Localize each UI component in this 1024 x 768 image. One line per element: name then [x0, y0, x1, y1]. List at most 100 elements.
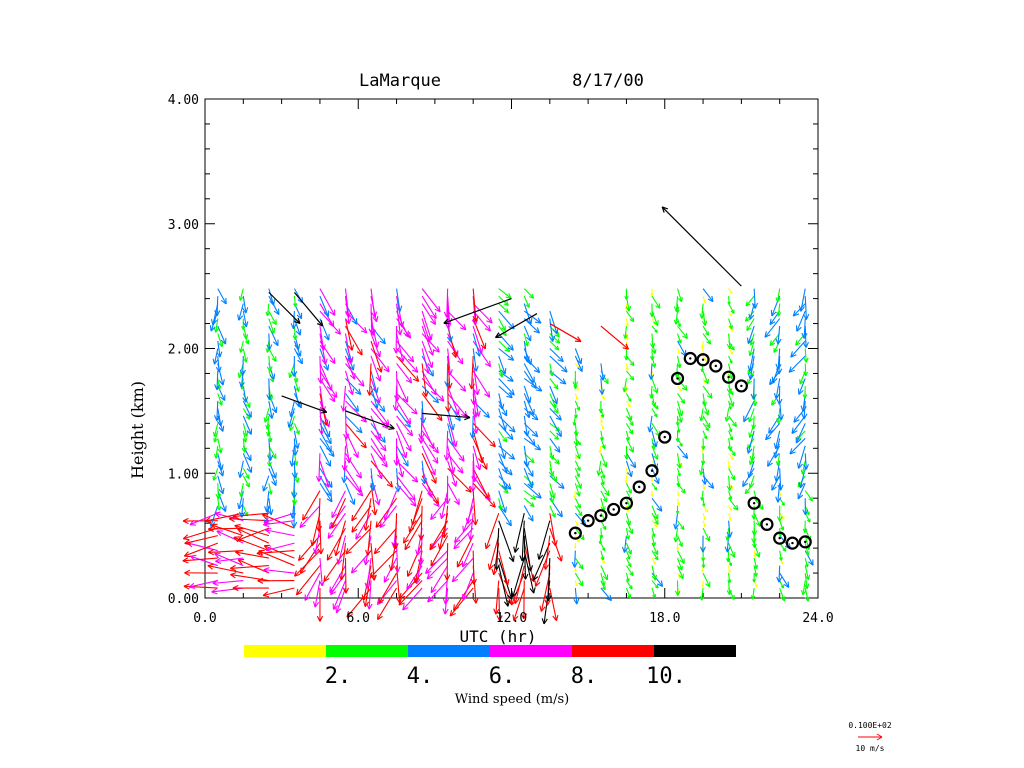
wind-vector-head: [414, 577, 420, 584]
wind-vector: [242, 310, 249, 328]
wind-vector-head: [678, 566, 683, 571]
wind-vector-shaft: [337, 535, 347, 565]
wind-vector: [776, 355, 783, 375]
wind-vector-head: [340, 405, 344, 412]
wind-vector: [573, 490, 577, 499]
wind-vector-shaft: [370, 355, 381, 382]
wind-vector-head: [751, 424, 754, 430]
wind-vector-shaft: [804, 453, 807, 470]
wind-vector-head: [679, 389, 682, 392]
wind-vector-shaft: [661, 206, 742, 287]
wind-vector-head: [682, 455, 688, 459]
wind-vector-head: [208, 551, 215, 556]
wind-vector: [677, 348, 681, 355]
wind-vector-head: [269, 461, 272, 467]
wind-vector-head: [373, 342, 378, 348]
wind-vector: [574, 408, 578, 419]
wind-vector-head: [376, 613, 379, 620]
wind-vector-head: [369, 571, 373, 578]
wind-vector-head: [333, 605, 339, 610]
wind-vector-head: [791, 427, 794, 434]
wind-vector-head: [661, 206, 669, 210]
wind-vector: [215, 483, 222, 500]
wind-vector-shaft: [426, 557, 449, 580]
wind-vector-head: [351, 517, 358, 522]
wind-vector: [649, 385, 654, 399]
wind-vector: [217, 325, 227, 345]
wind-vector-head: [358, 383, 365, 387]
wind-vector-head: [625, 535, 629, 540]
wind-vector: [797, 378, 806, 395]
wind-vector-head: [651, 402, 656, 408]
wind-vector-shaft: [549, 407, 562, 421]
wind-vector-shaft: [625, 430, 630, 441]
wind-vector-shaft: [574, 475, 582, 489]
wind-vector-shaft: [778, 355, 781, 375]
wind-vector-head: [213, 432, 218, 437]
wind-vector: [472, 468, 489, 499]
wind-vector-head: [531, 434, 538, 438]
wind-vector-head: [771, 311, 777, 317]
wind-vector-head: [294, 472, 298, 479]
wind-vector-head: [363, 524, 366, 531]
wind-vector-head: [599, 534, 603, 539]
wind-vector: [625, 318, 629, 327]
wind-vector-head: [627, 564, 632, 568]
wind-vector-head: [453, 546, 460, 550]
wind-vector-head: [748, 432, 751, 438]
wind-vector-head: [242, 357, 247, 363]
wind-vector: [331, 497, 346, 529]
wind-vector: [188, 579, 218, 589]
wind-vector: [487, 535, 500, 571]
wind-vector-head: [222, 470, 225, 477]
wind-vector: [598, 445, 602, 454]
wind-vector-head: [484, 393, 490, 398]
wind-vector-head: [777, 338, 782, 345]
wind-vector-head: [555, 417, 562, 421]
wind-vector-head: [730, 596, 735, 600]
wind-vector-shaft: [462, 542, 474, 568]
wind-vector: [651, 512, 659, 525]
wind-vector-head: [440, 414, 443, 421]
wind-vector-shaft: [215, 445, 219, 459]
wind-vector: [449, 587, 474, 617]
wind-vector: [523, 393, 535, 416]
wind-vector-head: [702, 402, 706, 407]
wind-vector-shaft: [215, 318, 219, 333]
wind-vector: [493, 528, 500, 571]
wind-vector: [498, 318, 506, 332]
wind-vector-head: [478, 410, 481, 417]
wind-vector-head: [492, 440, 496, 447]
wind-vector-head: [294, 478, 299, 484]
mixing-height-marker: [581, 514, 595, 528]
wind-vector-shaft: [319, 408, 323, 435]
wind-vector: [447, 415, 458, 448]
wind-vector-head: [218, 426, 224, 432]
wind-vector-head: [801, 413, 805, 420]
wind-vector-shaft: [268, 325, 279, 346]
wind-vector: [726, 475, 733, 491]
wind-vector-shaft: [574, 497, 581, 509]
wind-vector-shaft: [319, 475, 332, 497]
wind-vector-head: [430, 391, 437, 396]
wind-vector: [702, 393, 707, 407]
wind-vector: [523, 430, 536, 446]
wind-vector: [804, 490, 814, 502]
wind-vector-head: [624, 480, 627, 483]
wind-vector-shaft: [753, 512, 761, 527]
wind-vector-head: [434, 308, 441, 313]
wind-vector-head: [183, 583, 190, 587]
wind-vector-head: [503, 601, 509, 607]
wind-vector: [621, 535, 629, 553]
wind-vector: [676, 543, 680, 551]
wind-vector-head: [493, 564, 498, 571]
wind-vector-head: [674, 590, 679, 596]
wind-vector-head: [323, 335, 330, 341]
wind-vector-head: [703, 411, 709, 416]
wind-vector-shaft: [396, 482, 417, 507]
wind-vector: [319, 445, 332, 467]
wind-vector-head: [323, 344, 326, 351]
wind-vector: [598, 400, 604, 414]
wind-vector-head: [524, 342, 529, 347]
wind-vector-head: [358, 388, 362, 395]
